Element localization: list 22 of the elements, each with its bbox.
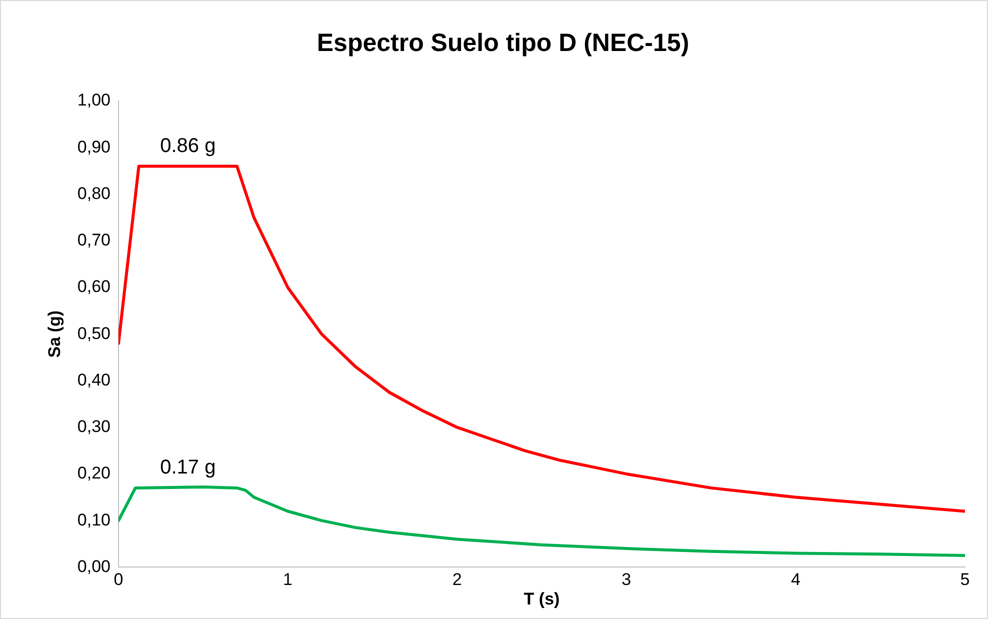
x-tick-label: 4	[790, 570, 800, 590]
x-tick-label: 0	[114, 570, 124, 590]
chart-title: Espectro Suelo tipo D (NEC-15)	[316, 28, 690, 57]
y-tick-label: 0,40	[77, 370, 110, 390]
x-tick-label: 5	[960, 570, 970, 590]
x-tick-label: 2	[452, 570, 462, 590]
y-tick-label: 0,20	[77, 464, 110, 483]
y-tick-label: 0,10	[77, 510, 110, 530]
annotation: 0.86 g	[160, 134, 216, 157]
y-tick-label: 0,50	[77, 324, 110, 343]
y-tick-label: 1,00	[77, 90, 110, 110]
y-axis-title: Sa (g)	[44, 310, 64, 358]
y-tick-label: 0,70	[77, 230, 110, 250]
y-tick-label: 0,90	[77, 137, 110, 156]
x-tick-label: 3	[622, 570, 632, 590]
x-tick-label: 1	[283, 570, 293, 590]
y-tick-label: 0,30	[77, 417, 110, 436]
annotation: 0.17 g	[160, 456, 216, 478]
x-axis-title: T (s)	[524, 589, 560, 608]
y-tick-label: 0,80	[77, 184, 110, 203]
y-tick-label: 0,00	[77, 556, 110, 576]
y-tick-label: 0,60	[77, 277, 110, 296]
